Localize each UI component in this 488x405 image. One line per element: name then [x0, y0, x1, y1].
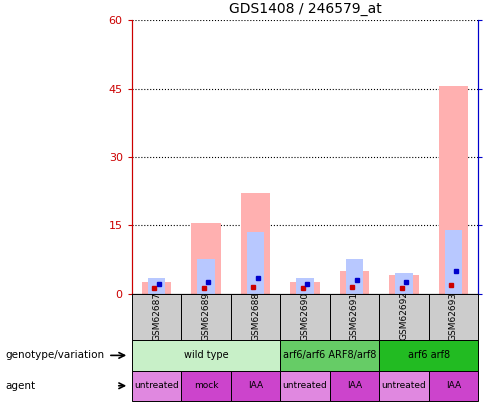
Bar [379, 294, 429, 340]
Text: IAA: IAA [347, 381, 362, 390]
Bar [191, 223, 221, 294]
Bar [379, 340, 478, 371]
Text: mock: mock [194, 381, 218, 390]
Text: GSM62689: GSM62689 [202, 292, 210, 341]
Bar [197, 260, 215, 294]
Bar [132, 371, 181, 401]
Text: genotype/variation: genotype/variation [5, 350, 104, 360]
Text: GSM62692: GSM62692 [400, 292, 408, 341]
Bar [132, 340, 280, 371]
Bar [340, 271, 369, 294]
Text: GSM62691: GSM62691 [350, 292, 359, 341]
Text: arf6/arf6 ARF8/arf8: arf6/arf6 ARF8/arf8 [283, 350, 376, 360]
Bar [280, 294, 330, 340]
Bar [346, 260, 363, 294]
Bar [429, 371, 478, 401]
Bar [379, 371, 429, 401]
Bar [439, 86, 468, 294]
Text: IAA: IAA [248, 381, 263, 390]
Bar [330, 371, 379, 401]
Bar [296, 278, 314, 294]
Text: agent: agent [5, 381, 35, 391]
Bar [142, 282, 171, 294]
Bar [395, 273, 413, 294]
Text: GSM62688: GSM62688 [251, 292, 260, 341]
Text: GSM62693: GSM62693 [449, 292, 458, 341]
Title: GDS1408 / 246579_at: GDS1408 / 246579_at [228, 2, 382, 17]
Bar [445, 230, 462, 294]
Text: untreated: untreated [382, 381, 427, 390]
Text: IAA: IAA [446, 381, 461, 390]
Bar [330, 294, 379, 340]
Bar [389, 275, 419, 294]
Bar [247, 232, 264, 294]
Text: untreated: untreated [283, 381, 327, 390]
Text: arf6 arf8: arf6 arf8 [407, 350, 450, 360]
Text: GSM62690: GSM62690 [301, 292, 309, 341]
Text: GSM62687: GSM62687 [152, 292, 161, 341]
Bar [290, 282, 320, 294]
Bar [231, 294, 280, 340]
Bar [132, 294, 181, 340]
Text: untreated: untreated [134, 381, 179, 390]
Text: wild type: wild type [183, 350, 228, 360]
Bar [181, 294, 231, 340]
Bar [148, 278, 165, 294]
Bar [241, 194, 270, 294]
Bar [280, 371, 330, 401]
Bar [280, 340, 379, 371]
Bar [231, 371, 280, 401]
Bar [181, 371, 231, 401]
Bar [429, 294, 478, 340]
